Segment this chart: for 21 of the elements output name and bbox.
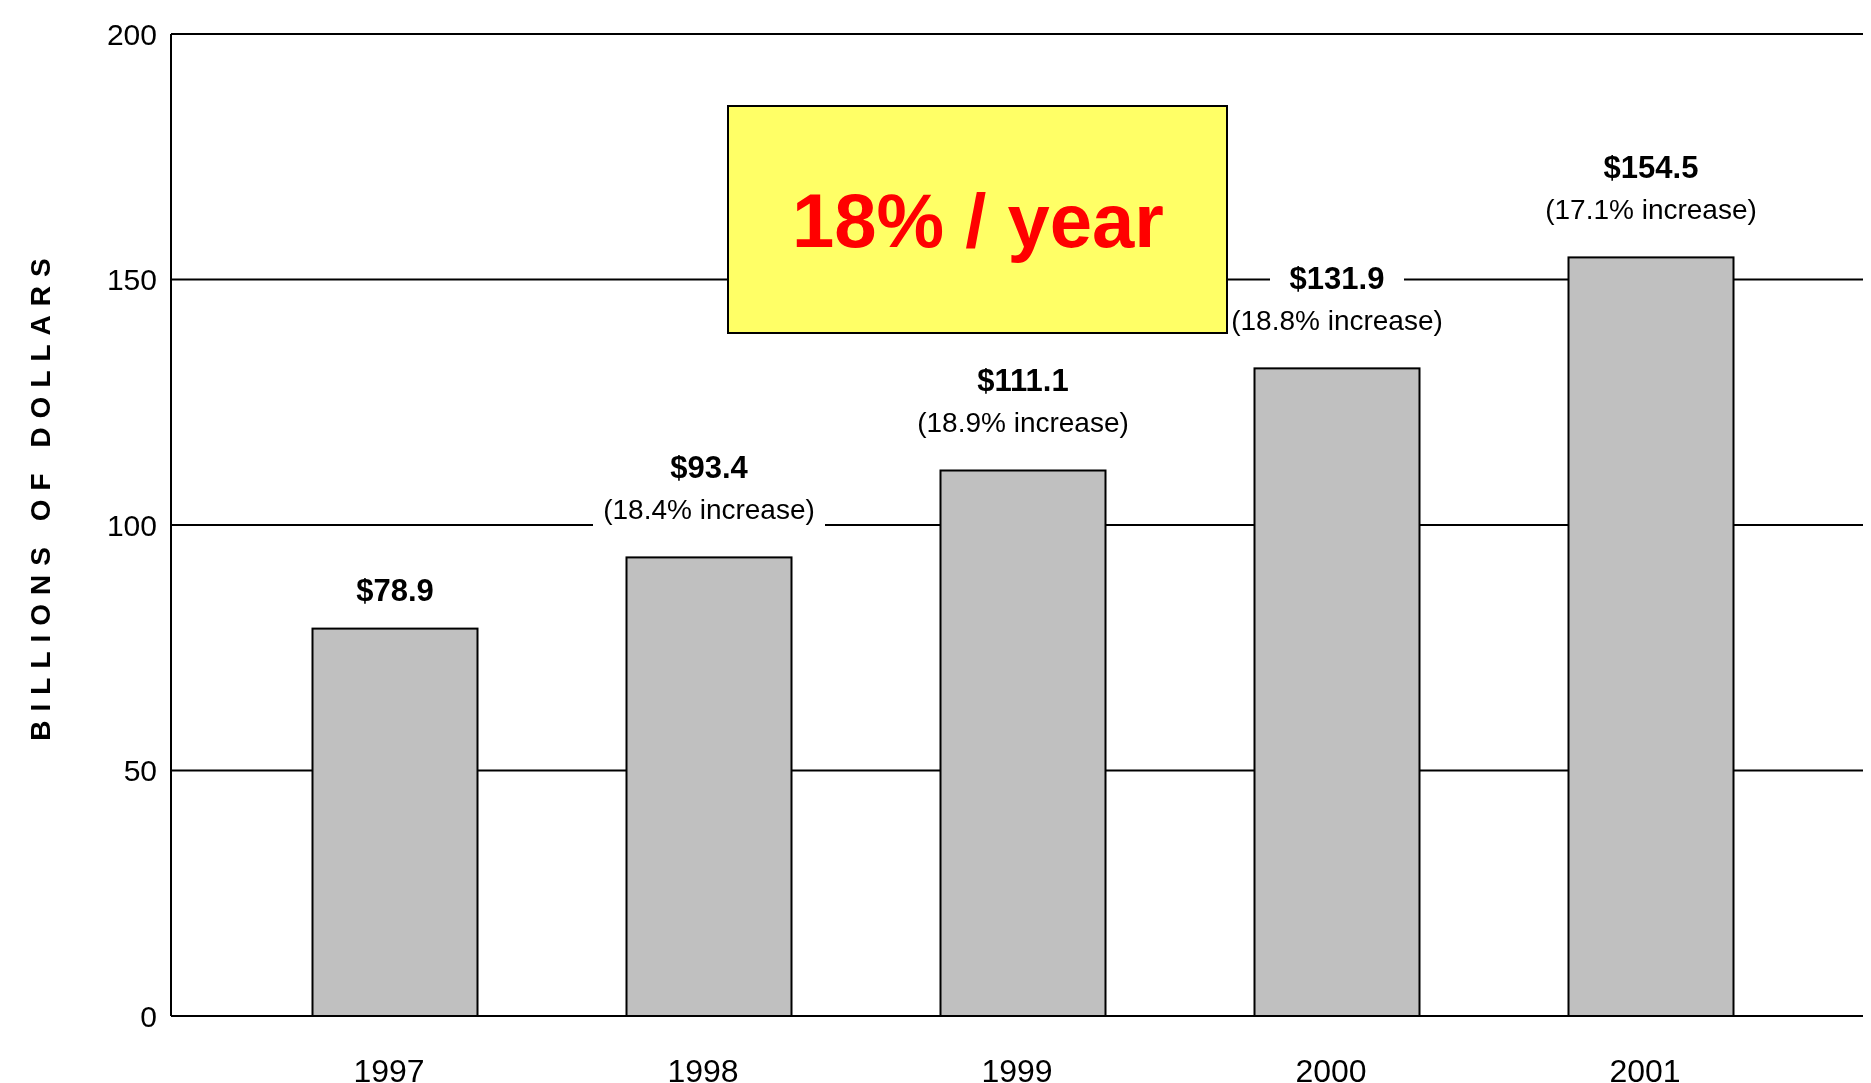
y-tick-label: 100 xyxy=(106,508,157,542)
y-tick-label: 50 xyxy=(123,754,157,787)
y-tick-label: 0 xyxy=(140,999,157,1033)
data-label: $78.9 xyxy=(356,573,434,609)
x-tick-label: 1998 xyxy=(667,1053,739,1083)
annotation: 18% / year xyxy=(792,177,1164,263)
x-tick-label: 2000 xyxy=(1295,1053,1367,1083)
annotation: (18.9% increase) xyxy=(917,407,1129,439)
annotation: (17.1% increase) xyxy=(1545,194,1757,226)
data-label: $111.1 xyxy=(977,363,1069,399)
y-tick-label: 150 xyxy=(106,263,157,296)
y-axis-title: BILLIONS OF DOLLARS xyxy=(25,249,56,741)
x-tick-label: 1997 xyxy=(353,1053,425,1083)
y-tick-label: 200 xyxy=(106,17,157,51)
annotation: (18.4% increase) xyxy=(603,494,815,526)
annotation: (18.8% increase) xyxy=(1231,305,1443,337)
data-label: $154.5 xyxy=(1603,150,1699,186)
data-label: $131.9 xyxy=(1289,261,1385,297)
x-tick-label: 2001 xyxy=(1609,1053,1681,1083)
x-tick-label: 1999 xyxy=(981,1053,1053,1083)
data-label: $93.4 xyxy=(670,450,749,486)
